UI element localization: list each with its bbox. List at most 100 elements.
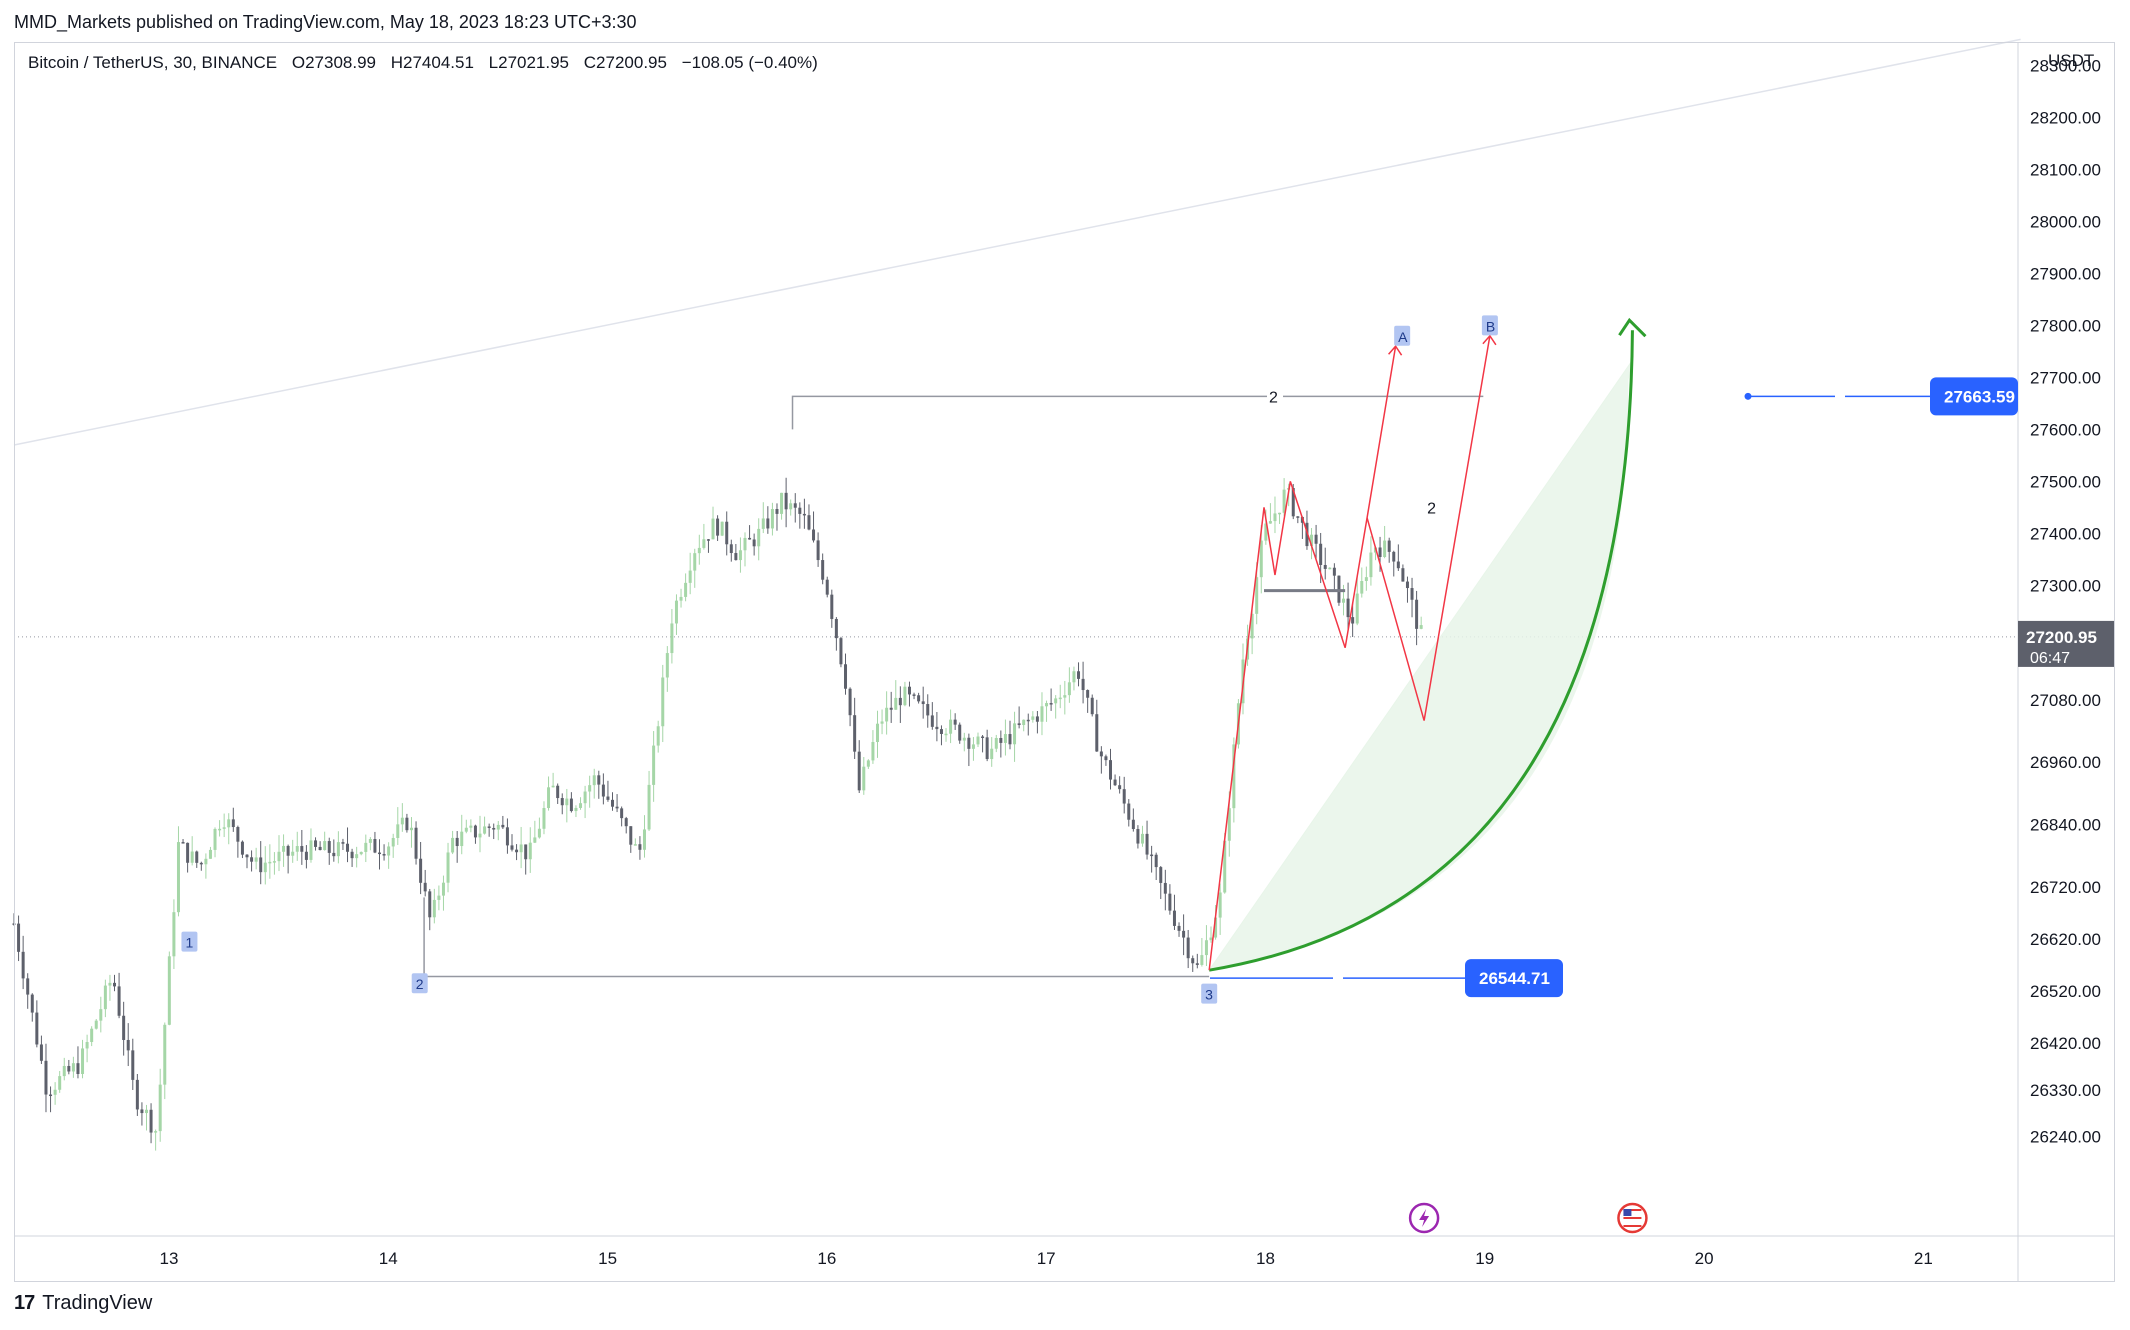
candle-body [862, 766, 866, 791]
candle-body [1346, 598, 1350, 618]
price-tick-label: 28300.00 [2030, 56, 2101, 75]
candle-body [81, 1048, 85, 1074]
candle-body [346, 843, 350, 852]
candle-body [1328, 567, 1332, 570]
candle-body [761, 518, 765, 529]
candle-body [387, 846, 391, 856]
candle-body [1022, 719, 1026, 726]
candle-body [163, 1024, 167, 1085]
candle-body [1396, 561, 1400, 569]
candle-body [108, 982, 112, 986]
candle-body [1319, 543, 1323, 565]
candle-body [277, 851, 281, 862]
candle-body [1172, 910, 1176, 926]
price-label-top-bg[interactable] [1930, 377, 2018, 416]
candle-body [464, 827, 468, 832]
candle-body [821, 560, 825, 580]
candle-body [364, 842, 368, 852]
candle-body [149, 1109, 153, 1133]
candle-body [1378, 547, 1382, 557]
candle-body [816, 540, 820, 561]
candle-body [917, 695, 921, 702]
price-tick-label: 27500.00 [2030, 472, 2101, 491]
wave-label: B [1486, 318, 1495, 334]
footer-brand[interactable]: TradingView [42, 1292, 153, 1314]
candle-body [720, 521, 724, 536]
candle-body [49, 1094, 53, 1097]
price-tick-label: 27300.00 [2030, 576, 2101, 595]
ohlc-close: C27200.95 [583, 53, 667, 72]
candle-body [295, 846, 299, 852]
candle-body [812, 529, 816, 541]
red-arrow-head-icon [1388, 344, 1403, 356]
candle-body [76, 1063, 80, 1074]
price-tick-label: 26420.00 [2030, 1034, 2101, 1053]
candle-body [1127, 803, 1131, 820]
candle-body [131, 1050, 135, 1080]
candle-body [373, 839, 377, 853]
candle-body [437, 895, 441, 900]
price-tick-label: 28100.00 [2030, 160, 2101, 179]
candle-body [1067, 682, 1071, 696]
publisher-line: MMD_Markets published on TradingView.com… [14, 12, 637, 32]
candle-body [268, 861, 272, 864]
candle-body [323, 841, 327, 851]
price-tick-label: 26840.00 [2030, 816, 2101, 835]
candle-body [469, 825, 473, 828]
trend-line[interactable] [13, 38, 2021, 446]
candle-body [537, 828, 541, 838]
wave-label-bg [411, 973, 428, 994]
symbol-name[interactable]: Bitcoin / TetherUS, 30, BINANCE [28, 53, 278, 72]
candle-body [656, 726, 660, 746]
projection-zigzag-b[interactable] [1366, 335, 1491, 721]
candle-body [17, 923, 21, 952]
candle-body [62, 1065, 66, 1077]
candle-body [1323, 564, 1327, 569]
candle-body [1113, 779, 1117, 786]
candle-body [798, 507, 802, 514]
candle-body [1268, 521, 1272, 524]
candle-body [620, 808, 624, 819]
candle-body [1415, 599, 1419, 629]
candle-body [990, 748, 994, 760]
candle-body [1332, 567, 1336, 576]
price-axis-unit: USDT [2048, 51, 2094, 70]
price-label-bottom-bg[interactable] [1465, 959, 1563, 998]
time-tick-label: 13 [160, 1249, 179, 1268]
candle-body [1177, 925, 1181, 931]
candle-body [652, 745, 656, 785]
candle-body [1026, 719, 1030, 722]
level-line-top[interactable] [791, 395, 1484, 430]
candle-body [478, 833, 482, 838]
chart-frame [14, 42, 2115, 1282]
candle-body [592, 775, 596, 786]
wave-label: 2 [1269, 389, 1278, 406]
candle-body [1195, 963, 1199, 965]
candle-body [1118, 785, 1122, 790]
candle-body [400, 817, 404, 825]
candle-body [396, 824, 400, 838]
projection-curve[interactable] [1208, 330, 1634, 972]
candle-body [300, 846, 304, 852]
candle-body [1191, 958, 1195, 964]
candle-body [547, 787, 551, 809]
candle-body [661, 677, 665, 727]
wave-label: 2 [1427, 500, 1436, 517]
candle-body [1250, 613, 1254, 639]
candle-body [533, 837, 537, 843]
candle-body [848, 688, 852, 716]
candle-body [725, 521, 729, 545]
candle-body [889, 707, 893, 710]
candle-body [697, 547, 701, 554]
candle-body [912, 694, 916, 696]
candle-body [85, 1042, 89, 1049]
red-arrow-head-icon [1482, 334, 1497, 346]
candle-body [359, 851, 363, 855]
candle-body [1305, 522, 1309, 547]
candle-body [1255, 577, 1259, 614]
price-tick-label: 26520.00 [2030, 982, 2101, 1001]
candle-body [830, 594, 834, 619]
tradingview-logo-icon[interactable]: 17 [14, 1292, 35, 1314]
candle-body [939, 729, 943, 734]
